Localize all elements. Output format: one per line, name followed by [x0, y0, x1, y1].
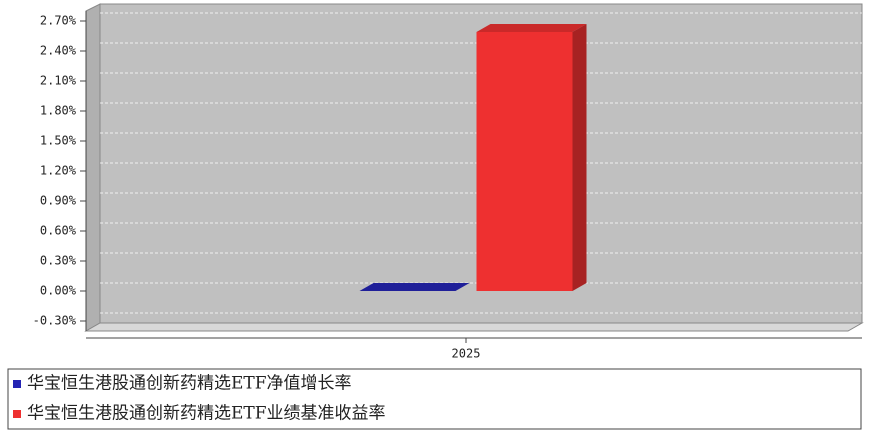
- bar-top: [476, 24, 587, 32]
- y-tick-label: 1.50%: [40, 134, 77, 148]
- bar-top: [359, 283, 470, 291]
- y-tick-label: 0.30%: [40, 254, 77, 268]
- y-tick-label: 2.70%: [40, 14, 77, 28]
- y-tick-label: 2.10%: [40, 74, 77, 88]
- x-tick-label: 2025: [452, 347, 481, 361]
- bar-front: [476, 32, 573, 291]
- y-tick-label: 0.60%: [40, 224, 77, 238]
- legend-label: 华宝恒生港股通创新药精选ETF净值增长率: [27, 374, 352, 394]
- left-wall: [85, 3, 101, 332]
- y-tick-label: 2.40%: [40, 44, 77, 58]
- legend-swatch: [13, 410, 21, 418]
- legend-box: [7, 368, 862, 430]
- y-tick-label: -0.30%: [33, 314, 77, 328]
- y-tick-label: 0.00%: [40, 284, 77, 298]
- bar-side: [572, 24, 587, 291]
- y-tick-label: 1.80%: [40, 104, 77, 118]
- legend-swatch: [13, 380, 21, 388]
- legend-label: 华宝恒生港股通创新药精选ETF业绩基准收益率: [27, 404, 386, 424]
- y-tick-label: 0.90%: [40, 194, 77, 208]
- y-tick-label: 1.20%: [40, 164, 77, 178]
- floor: [84, 322, 864, 332]
